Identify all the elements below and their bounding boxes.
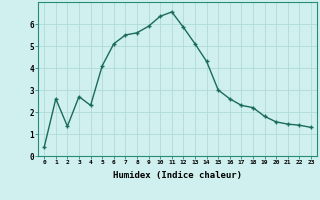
X-axis label: Humidex (Indice chaleur): Humidex (Indice chaleur) — [113, 171, 242, 180]
